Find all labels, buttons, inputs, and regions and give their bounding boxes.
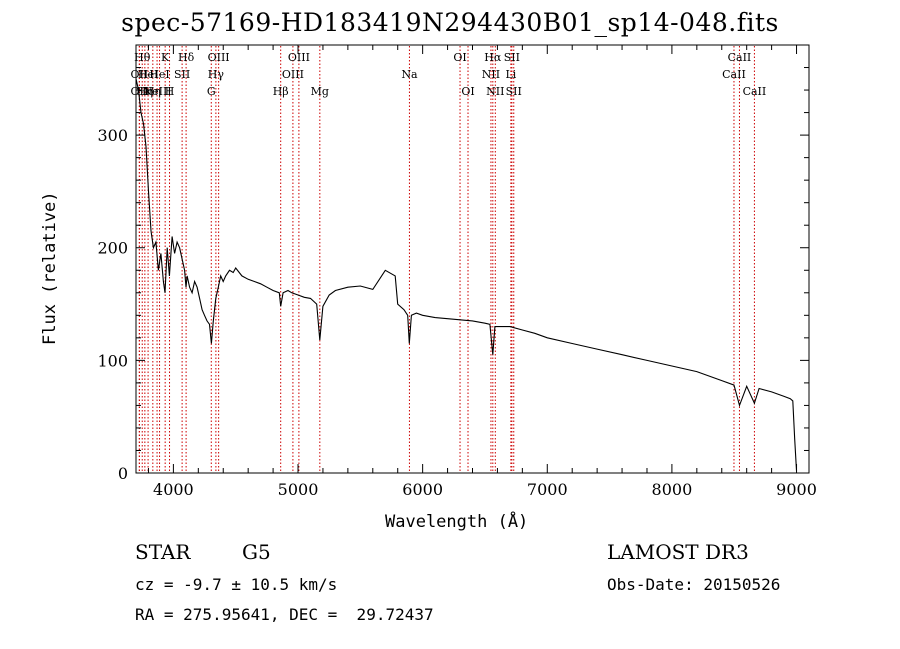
line-marker-label: Hθ xyxy=(134,51,151,64)
line-marker-label: OIII xyxy=(288,51,310,64)
line-marker-label: OII xyxy=(131,85,149,98)
line-marker-label: CaII xyxy=(743,85,767,98)
line-marker-label: CaII xyxy=(728,51,752,64)
y-axis-label: Flux (relative) xyxy=(40,191,60,345)
survey-name: LAMOST DR3 xyxy=(607,540,749,564)
line-marker-label: SII xyxy=(506,85,522,98)
x-tick-label: 7000 xyxy=(527,480,568,499)
sky-coordinates: RA = 275.95641, DEC = 29.72437 xyxy=(135,605,434,624)
line-marker-label: Hγ xyxy=(208,68,225,81)
line-marker-label: K xyxy=(161,51,170,64)
line-marker-label: NII xyxy=(482,68,500,81)
line-marker-label: HeI xyxy=(149,68,169,81)
line-marker-label: SII xyxy=(174,68,190,81)
line-marker-label: OIII xyxy=(282,68,304,81)
x-axis-label: Wavelength (Å) xyxy=(385,512,529,532)
line-marker-label: Hη xyxy=(145,85,161,98)
line-marker-label: OIII xyxy=(208,51,230,64)
line-marker-label: Hβ xyxy=(273,85,289,98)
axis-ticks: 4000 5000 6000 7000 8000 9000 0 100 200 300 xyxy=(97,45,817,499)
line-marker-label: Hδ xyxy=(178,51,195,64)
observation-date: Obs-Date: 20150526 xyxy=(607,575,781,594)
x-tick-label: 5000 xyxy=(278,480,319,499)
line-marker-label: OI xyxy=(453,51,466,64)
plot-frame xyxy=(135,44,810,474)
x-tick-label: 4000 xyxy=(153,480,194,499)
y-tick-label: 100 xyxy=(97,351,128,370)
line-marker-label: SII xyxy=(504,51,520,64)
line-marker-label: NeIII xyxy=(142,85,171,98)
spectral-subclass: G5 xyxy=(242,540,271,564)
line-marker-label: Na xyxy=(401,68,418,81)
line-marker-label: Hη xyxy=(137,85,153,98)
line-marker-label: H xyxy=(165,85,175,98)
line-marker-label: Li xyxy=(505,68,516,81)
spectrum-line xyxy=(135,78,798,471)
line-marker-label: NII xyxy=(486,85,504,98)
y-tick-label: 200 xyxy=(97,239,128,258)
spectrum-series xyxy=(135,78,798,471)
line-marker-label: HeI xyxy=(138,68,158,81)
line-marker-label: Mg xyxy=(311,85,329,98)
x-tick-label: 9000 xyxy=(776,480,817,499)
y-tick-label: 300 xyxy=(97,126,128,145)
line-marker-label: OI xyxy=(461,85,474,98)
line-marker-label: CaII xyxy=(722,68,746,81)
x-tick-label: 8000 xyxy=(652,480,693,499)
y-tick-label: 0 xyxy=(118,464,128,483)
chart-title: spec-57169-HD183419N294430B01_sp14-048.f… xyxy=(121,8,779,37)
redshift-readout: cz = -9.7 ± 10.5 km/s xyxy=(135,575,338,594)
object-class: STAR xyxy=(135,540,191,564)
line-marker-label: OII xyxy=(131,68,149,81)
line-marker-label: Hα xyxy=(484,51,502,64)
line-marker-labels: OIIOIIHθHηHeIHηNeIIIHeIKHSIIHδGHγOIIIHβO… xyxy=(131,51,767,98)
line-markers xyxy=(138,46,755,472)
line-marker-label: G xyxy=(207,85,216,98)
x-tick-label: 6000 xyxy=(402,480,443,499)
